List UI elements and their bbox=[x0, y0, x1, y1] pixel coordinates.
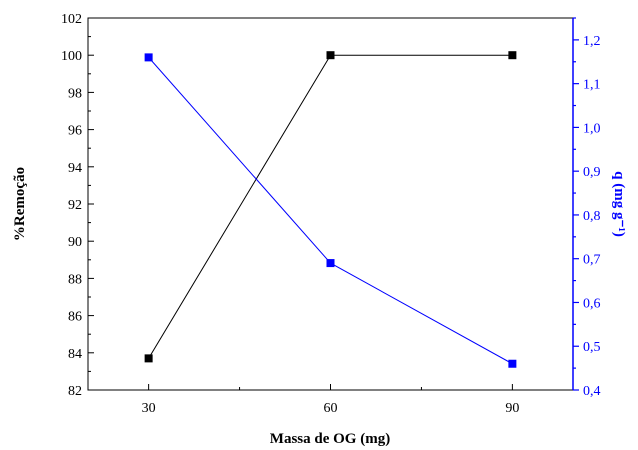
plot-frame bbox=[87, 17, 574, 391]
left-axis-ticks: 82 84 86 88 90 92 94 96 98 100 102 bbox=[61, 12, 94, 399]
x-axis-ticks: 30 60 90 bbox=[142, 384, 519, 416]
right-tick-label: 0,4 bbox=[583, 384, 601, 399]
left-tick-label: 92 bbox=[68, 198, 82, 213]
left-axis-title: %Remoção bbox=[12, 167, 28, 241]
series-line-right bbox=[148, 57, 513, 365]
data-point-right bbox=[508, 359, 517, 368]
right-axis-ticks: 0,4 0,5 0,6 0,7 0,8 0,9 1,0 1,1 1,2 bbox=[573, 17, 601, 399]
x-axis-title: Massa de OG (mg) bbox=[270, 431, 390, 447]
left-tick-label: 86 bbox=[68, 310, 82, 325]
data-point-left bbox=[326, 51, 335, 60]
right-tick-label: 0,6 bbox=[583, 296, 601, 311]
right-tick-label: 1,2 bbox=[583, 34, 601, 49]
x-tick-label: 30 bbox=[142, 401, 156, 416]
left-tick-label: 88 bbox=[68, 272, 82, 287]
left-tick-label: 98 bbox=[68, 86, 82, 101]
data-point-right bbox=[144, 53, 153, 62]
right-tick-label: 1,1 bbox=[583, 78, 601, 93]
right-axis-title: q (mg g⁻¹) bbox=[611, 171, 627, 237]
data-point-left bbox=[508, 51, 517, 60]
series-layer bbox=[144, 51, 517, 368]
data-point-left bbox=[144, 354, 153, 363]
right-tick-label: 0,9 bbox=[583, 165, 601, 180]
left-tick-label: 94 bbox=[68, 161, 82, 176]
right-tick-label: 0,8 bbox=[583, 209, 601, 224]
left-tick-label: 102 bbox=[61, 12, 82, 27]
x-tick-label: 90 bbox=[505, 401, 519, 416]
data-point-right bbox=[326, 259, 335, 268]
left-tick-label: 100 bbox=[61, 49, 82, 64]
right-tick-label: 1,0 bbox=[583, 121, 601, 136]
series-line-left bbox=[148, 54, 513, 359]
left-tick-label: 82 bbox=[68, 384, 82, 399]
left-tick-label: 96 bbox=[68, 124, 82, 139]
right-tick-label: 0,7 bbox=[583, 253, 601, 268]
x-tick-label: 60 bbox=[324, 401, 338, 416]
left-tick-label: 84 bbox=[68, 347, 82, 362]
left-tick-label: 90 bbox=[68, 235, 82, 250]
right-tick-label: 0,5 bbox=[583, 340, 601, 355]
